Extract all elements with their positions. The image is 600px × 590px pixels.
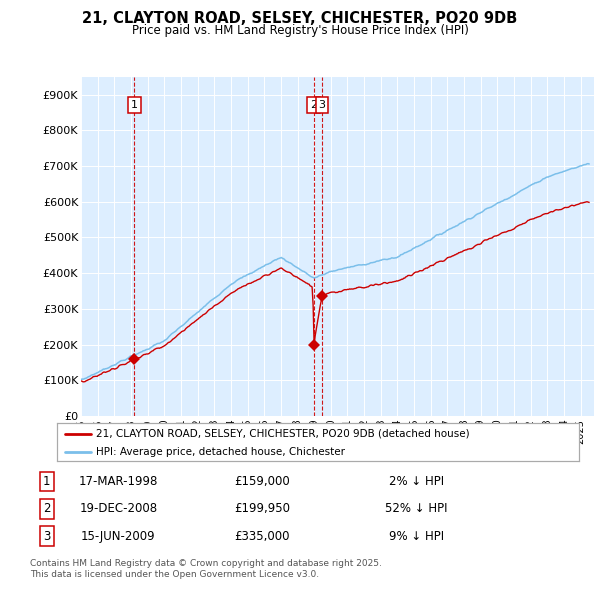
Text: 52% ↓ HPI: 52% ↓ HPI	[385, 502, 448, 516]
Text: 3: 3	[43, 530, 50, 543]
Text: 17-MAR-1998: 17-MAR-1998	[79, 475, 158, 488]
Text: Contains HM Land Registry data © Crown copyright and database right 2025.: Contains HM Land Registry data © Crown c…	[30, 559, 382, 568]
Text: 2% ↓ HPI: 2% ↓ HPI	[389, 475, 444, 488]
Text: £159,000: £159,000	[234, 475, 290, 488]
Text: 19-DEC-2008: 19-DEC-2008	[79, 502, 157, 516]
Text: 21, CLAYTON ROAD, SELSEY, CHICHESTER, PO20 9DB: 21, CLAYTON ROAD, SELSEY, CHICHESTER, PO…	[82, 11, 518, 25]
Text: 3: 3	[319, 100, 325, 110]
Text: £335,000: £335,000	[234, 530, 290, 543]
Text: 2: 2	[43, 502, 50, 516]
Text: 9% ↓ HPI: 9% ↓ HPI	[389, 530, 444, 543]
Text: This data is licensed under the Open Government Licence v3.0.: This data is licensed under the Open Gov…	[30, 570, 319, 579]
Text: 15-JUN-2009: 15-JUN-2009	[81, 530, 155, 543]
Text: 1: 1	[43, 475, 50, 488]
Text: £199,950: £199,950	[234, 502, 290, 516]
Text: 21, CLAYTON ROAD, SELSEY, CHICHESTER, PO20 9DB (detached house): 21, CLAYTON ROAD, SELSEY, CHICHESTER, PO…	[96, 429, 470, 439]
Text: 1: 1	[131, 100, 138, 110]
Text: HPI: Average price, detached house, Chichester: HPI: Average price, detached house, Chic…	[96, 447, 345, 457]
Text: Price paid vs. HM Land Registry's House Price Index (HPI): Price paid vs. HM Land Registry's House …	[131, 24, 469, 37]
Text: 2: 2	[310, 100, 317, 110]
